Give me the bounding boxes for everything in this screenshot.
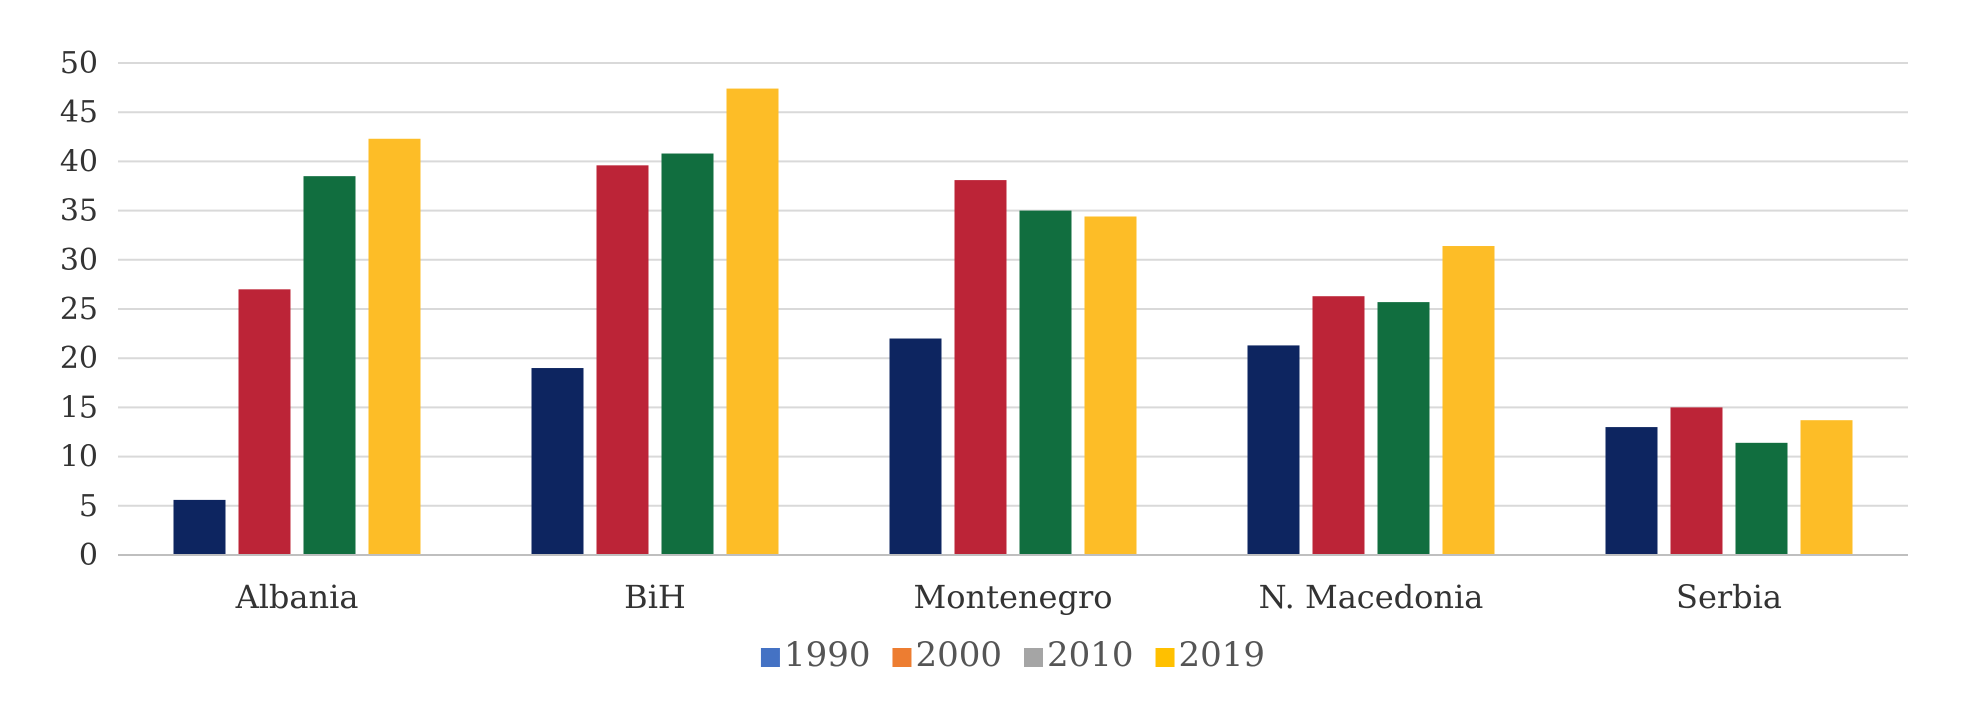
legend-swatch-1990 xyxy=(760,648,780,667)
bar-2000-bih xyxy=(596,165,649,555)
legend-label-2000: 2000 xyxy=(915,635,1002,675)
y-tick-label: 35 xyxy=(60,194,98,229)
legend-label-2019: 2019 xyxy=(1179,635,1266,675)
legend-swatch-2000 xyxy=(892,648,912,667)
bars xyxy=(173,88,1853,556)
bar-2010-bih xyxy=(661,153,714,555)
x-category-label: Albania xyxy=(235,578,359,616)
bar-2000-serbia xyxy=(1670,407,1723,555)
y-tick-label: 0 xyxy=(79,538,98,573)
bar-2019-n-macedonia xyxy=(1442,246,1495,556)
legend-label-2010: 2010 xyxy=(1047,635,1134,675)
y-tick-label: 50 xyxy=(60,46,98,81)
bar-2019-albania xyxy=(368,138,421,555)
bar-2019-bih xyxy=(726,88,779,556)
bar-2010-serbia xyxy=(1735,442,1788,555)
bar-2010-n-macedonia xyxy=(1377,302,1430,555)
legend-swatch-2010 xyxy=(1024,648,1043,667)
x-category-label: Montenegro xyxy=(913,578,1112,616)
y-tick-label: 15 xyxy=(60,390,98,425)
y-tick-label: 25 xyxy=(60,292,98,327)
bar-2000-albania xyxy=(238,289,291,555)
bar-2000-montenegro xyxy=(954,180,1007,555)
y-tick-label: 40 xyxy=(60,144,98,179)
x-category-label: N. Macedonia xyxy=(1259,578,1484,616)
bar-2010-albania xyxy=(303,176,356,555)
x-category-label: BiH xyxy=(624,578,686,616)
bar-1990-montenegro xyxy=(889,338,942,555)
bar-1990-albania xyxy=(173,499,226,555)
y-tick-label: 45 xyxy=(60,95,98,130)
y-tick-label: 10 xyxy=(60,440,98,475)
legend: 1990 2000 2010 2019 xyxy=(760,635,1266,675)
x-category-label: Serbia xyxy=(1676,578,1782,616)
bar-2010-montenegro xyxy=(1019,210,1072,555)
legend-swatch-2019 xyxy=(1155,648,1175,667)
bar-2019-serbia xyxy=(1800,420,1853,555)
legend-label-1990: 1990 xyxy=(784,635,871,675)
y-axis-tick-labels: 0 5 10 15 20 25 30 35 40 45 50 xyxy=(60,46,98,573)
x-axis-category-labels: Albania BiH Montenegro N. Macedonia Serbia xyxy=(235,578,1782,616)
y-tick-label: 5 xyxy=(79,489,98,524)
bar-1990-serbia xyxy=(1605,427,1658,555)
bar-1990-bih xyxy=(531,368,584,555)
y-tick-label: 30 xyxy=(60,243,98,278)
bar-2019-montenegro xyxy=(1084,216,1137,555)
bar-1990-n-macedonia xyxy=(1247,345,1300,555)
bar-2000-n-macedonia xyxy=(1312,296,1365,555)
y-tick-label: 20 xyxy=(60,341,98,376)
